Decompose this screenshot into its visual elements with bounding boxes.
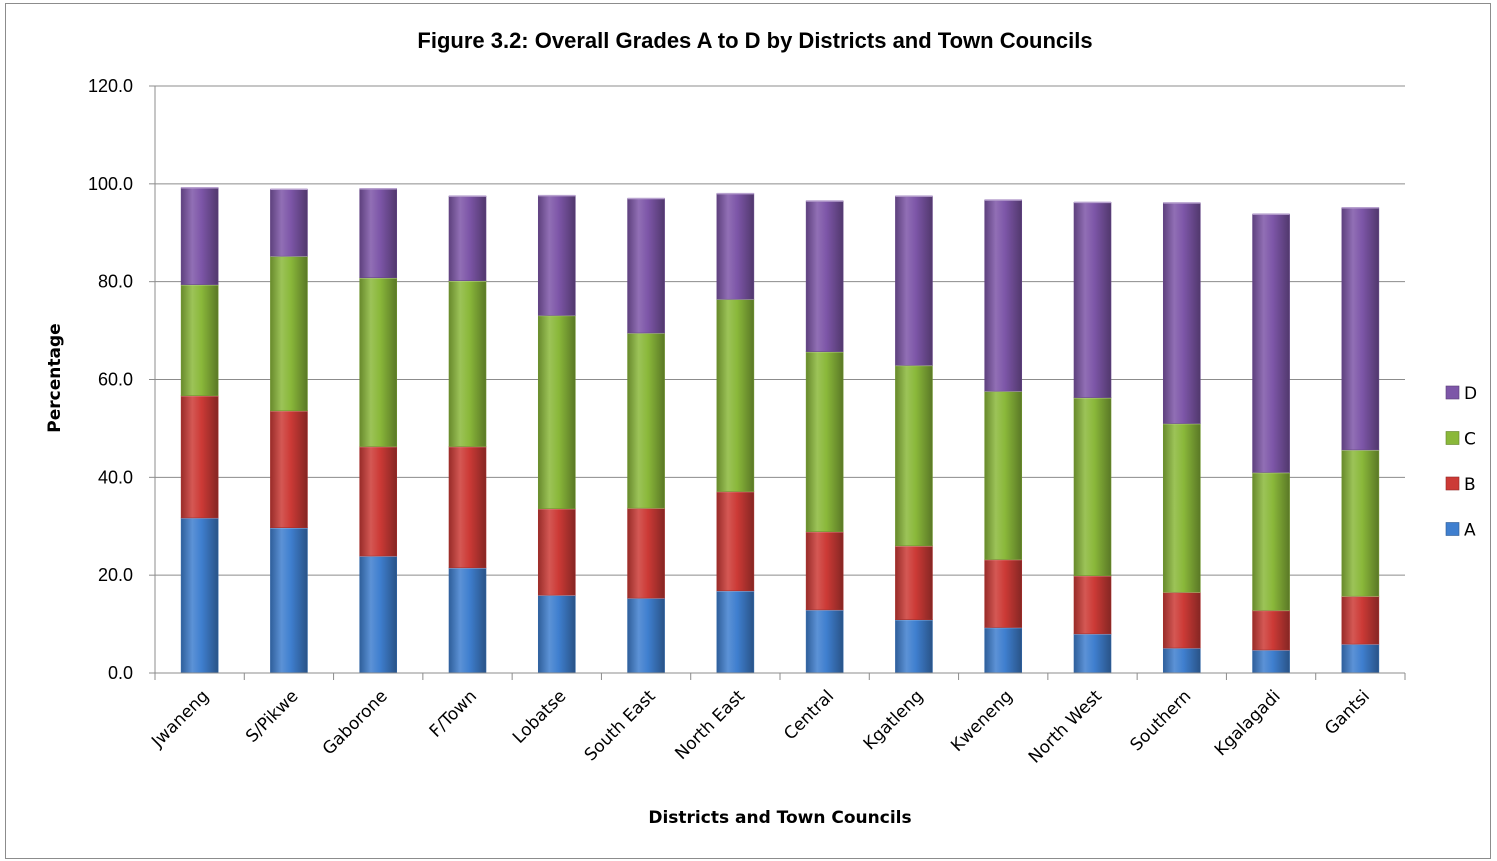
bar-c-southern <box>1162 423 1201 593</box>
bar-c-kgatleng <box>895 365 933 547</box>
y-tick-label: 80.0 <box>98 272 133 292</box>
bar-a-lobatse <box>537 594 576 674</box>
bar-c-s-pikwe <box>270 255 308 412</box>
x-tick-label: Southern <box>1126 686 1195 755</box>
bar-d-southern <box>1162 202 1201 424</box>
x-tick-label: S/Pikwe <box>242 686 302 746</box>
bar-b-north-west <box>1073 575 1112 635</box>
bar-b-south-east <box>627 507 665 599</box>
bar-d-kgalagadi <box>1252 213 1290 473</box>
bar-d-s-pikwe <box>270 188 308 257</box>
bar-b-gantsi <box>1341 595 1380 645</box>
bar-d-lobatse <box>537 195 576 316</box>
bar-b-gaborone <box>359 446 398 557</box>
bar-a-southern <box>1162 647 1201 674</box>
bar-b-north-east <box>716 491 755 592</box>
x-tick-label: South East <box>581 686 660 765</box>
bar-b-lobatse <box>537 508 576 596</box>
bar-c-kweneng <box>984 390 1023 560</box>
y-tick-label: 120.0 <box>88 76 133 96</box>
bar-a-f-town <box>448 567 487 674</box>
x-axis-title: Districts and Town Councils <box>648 808 911 828</box>
bar-c-north-west <box>1073 397 1112 576</box>
bar-d-south-east <box>627 198 665 334</box>
bar-d-jwaneng <box>180 187 219 285</box>
x-tick-label: North West <box>1025 686 1106 767</box>
bar-b-kgalagadi <box>1252 610 1290 651</box>
legend-swatch-a <box>1445 522 1460 536</box>
bar-b-southern <box>1162 591 1201 649</box>
x-tick-label: Lobatse <box>509 686 570 747</box>
bar-d-central <box>805 200 844 352</box>
y-axis-title: Percentage <box>45 323 65 432</box>
bar-a-kweneng <box>984 627 1023 674</box>
bar-c-f-town <box>448 280 487 447</box>
y-tick-label: 40.0 <box>98 467 133 487</box>
bar-b-f-town <box>448 446 487 569</box>
bar-a-south-east <box>627 597 665 674</box>
legend-swatch-c <box>1445 431 1460 445</box>
x-tick-label: Kweneng <box>947 686 1017 756</box>
bar-c-gaborone <box>359 277 398 447</box>
bar-c-lobatse <box>537 315 576 509</box>
x-tick-label: Jwaneng <box>147 686 213 752</box>
x-tick-label: Kgatleng <box>860 686 928 754</box>
bar-c-north-east <box>716 298 755 492</box>
bar-b-jwaneng <box>180 395 219 519</box>
x-tick-label: North East <box>671 686 749 764</box>
bar-c-south-east <box>627 332 665 509</box>
legend-label-b: B <box>1464 475 1476 495</box>
y-tick-label: 100.0 <box>88 174 133 194</box>
bar-d-north-east <box>716 193 755 300</box>
x-tick-label: Gantsi <box>1321 686 1374 739</box>
bar-d-north-west <box>1073 202 1112 398</box>
x-tick-label: Central <box>780 686 838 744</box>
bar-c-kgalagadi <box>1252 472 1290 611</box>
legend-label-a: A <box>1464 521 1476 541</box>
bar-c-gantsi <box>1341 449 1380 597</box>
bar-a-kgalagadi <box>1252 649 1290 674</box>
bar-d-f-town <box>448 195 487 281</box>
legend-label-d: D <box>1464 384 1477 404</box>
bar-a-s-pikwe <box>270 527 308 674</box>
legend-swatch-b <box>1445 476 1460 491</box>
legend-swatch-d <box>1445 385 1460 400</box>
bar-a-central <box>805 609 844 674</box>
bar-b-kgatleng <box>895 545 933 620</box>
bar-a-north-west <box>1073 633 1112 674</box>
bar-a-gantsi <box>1341 643 1380 674</box>
bar-a-gaborone <box>359 555 398 674</box>
chart-title: Figure 3.2: Overall Grades A to D by Dis… <box>417 28 1092 53</box>
y-tick-label: 20.0 <box>98 565 133 585</box>
y-tick-label: 60.0 <box>98 370 133 390</box>
x-tick-label: Kgalagadi <box>1211 686 1285 760</box>
bar-d-kweneng <box>984 199 1023 392</box>
bar-a-kgatleng <box>895 619 933 674</box>
x-tick-label: Gaborone <box>319 686 392 759</box>
bar-c-jwaneng <box>180 284 219 396</box>
legend-label-c: C <box>1464 430 1476 450</box>
bar-c-central <box>805 351 844 532</box>
bar-d-gaborone <box>359 188 398 279</box>
bar-a-jwaneng <box>180 517 219 674</box>
bar-b-s-pikwe <box>270 410 308 529</box>
bar-d-kgatleng <box>895 195 933 366</box>
bar-d-gantsi <box>1341 207 1380 451</box>
bar-b-kweneng <box>984 559 1023 628</box>
x-tick-label: F/Town <box>426 686 481 741</box>
bar-b-central <box>805 531 844 611</box>
bar-a-north-east <box>716 590 755 674</box>
y-tick-label: 0.0 <box>108 663 133 683</box>
